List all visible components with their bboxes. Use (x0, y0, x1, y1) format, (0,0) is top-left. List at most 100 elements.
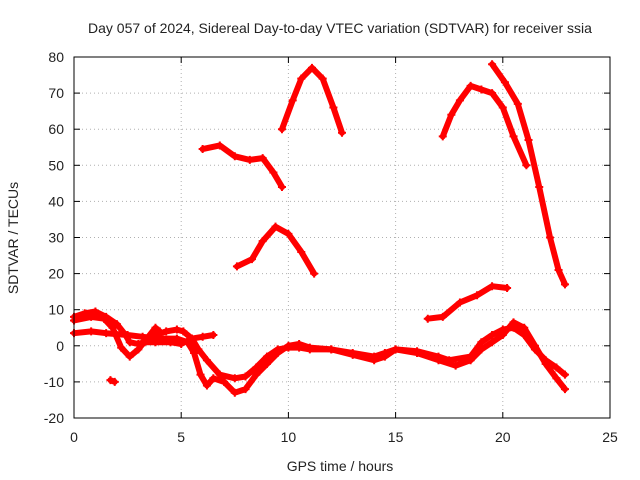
data-point (560, 280, 569, 289)
data-point (329, 103, 338, 112)
x-tick-label: 20 (495, 429, 511, 445)
x-axis-label: GPS time / hours (287, 458, 394, 474)
data-point (477, 345, 486, 354)
data-point (190, 349, 199, 358)
data-point (100, 314, 109, 323)
data-point (187, 334, 196, 343)
data-point (232, 262, 241, 271)
y-tick-label: 40 (48, 193, 64, 209)
y-tick-label: 0 (56, 338, 64, 354)
data-point (438, 132, 447, 141)
series-line-s7 (233, 223, 318, 277)
data-point (455, 96, 464, 105)
data-point (305, 343, 314, 352)
data-point (541, 359, 550, 368)
data-point (179, 327, 188, 336)
data-point (297, 247, 306, 256)
data-point (477, 338, 486, 347)
data-point (509, 132, 518, 141)
data-point (172, 325, 181, 334)
data-point (338, 128, 346, 137)
data-point (110, 377, 119, 386)
data-point (447, 110, 456, 119)
data-point (151, 323, 160, 332)
data-point (155, 327, 164, 336)
data-point (391, 345, 400, 354)
data-point (473, 291, 482, 300)
data-point (241, 372, 250, 381)
y-tick-label: 50 (48, 157, 64, 173)
data-point (123, 330, 132, 339)
data-point (318, 74, 327, 83)
data-point (524, 136, 533, 145)
x-tick-label: 15 (388, 429, 404, 445)
data-point (87, 327, 96, 336)
series-s8 (277, 63, 346, 137)
data-point (277, 182, 286, 191)
data-point (112, 320, 121, 329)
data-point (488, 330, 497, 339)
series-s9 (423, 282, 512, 323)
data-point (209, 330, 218, 339)
data-point (552, 374, 561, 383)
data-point (554, 265, 563, 274)
data-point (451, 361, 460, 370)
data-point (288, 96, 297, 105)
data-point (269, 168, 278, 177)
y-tick-label: 10 (48, 302, 64, 318)
data-point (271, 222, 280, 231)
y-tick-label: 60 (48, 121, 64, 137)
grid (74, 57, 610, 418)
data-point (560, 370, 569, 379)
data-point (488, 282, 497, 291)
data-point (380, 352, 389, 361)
data-point (202, 381, 211, 390)
data-point (500, 78, 509, 87)
data-point (117, 343, 126, 352)
data-point (209, 374, 218, 383)
data-point (262, 352, 271, 361)
series-s10 (438, 81, 531, 170)
series-s3 (70, 312, 164, 361)
data-point (252, 363, 261, 372)
data-point (535, 182, 544, 191)
data-point (194, 345, 203, 354)
series-s2 (70, 318, 569, 397)
series-s6 (198, 141, 286, 191)
data-point (513, 99, 522, 108)
data-point (530, 341, 539, 350)
series-s4 (106, 376, 119, 386)
data-point (348, 350, 357, 359)
data-point (297, 74, 306, 83)
data-point (230, 374, 239, 383)
data-point (220, 377, 229, 386)
series-line-s6 (199, 142, 285, 190)
data-point (258, 237, 267, 246)
data-point (498, 330, 507, 339)
data-point (262, 359, 271, 368)
data-point (196, 370, 205, 379)
data-point (177, 339, 186, 348)
data-point (438, 312, 447, 321)
data-point (413, 349, 422, 358)
data-point (488, 338, 497, 347)
series-line-s3 (71, 313, 163, 360)
data-point (370, 356, 379, 365)
data-point (488, 60, 497, 69)
data-point (258, 154, 267, 163)
data-point (509, 318, 518, 327)
data-point (520, 323, 529, 332)
data-point (108, 323, 117, 332)
y-tick-label: 80 (48, 49, 64, 65)
data-point (138, 338, 147, 347)
data-point (466, 356, 475, 365)
y-tick-label: 30 (48, 230, 64, 246)
data-point (198, 332, 207, 341)
data-point (488, 89, 497, 98)
y-axis-label: SDTVAR / TECUs (5, 182, 21, 294)
data-point (106, 376, 115, 385)
series-s7 (232, 222, 319, 278)
x-tick-label: 25 (602, 429, 618, 445)
data-point (277, 125, 286, 134)
